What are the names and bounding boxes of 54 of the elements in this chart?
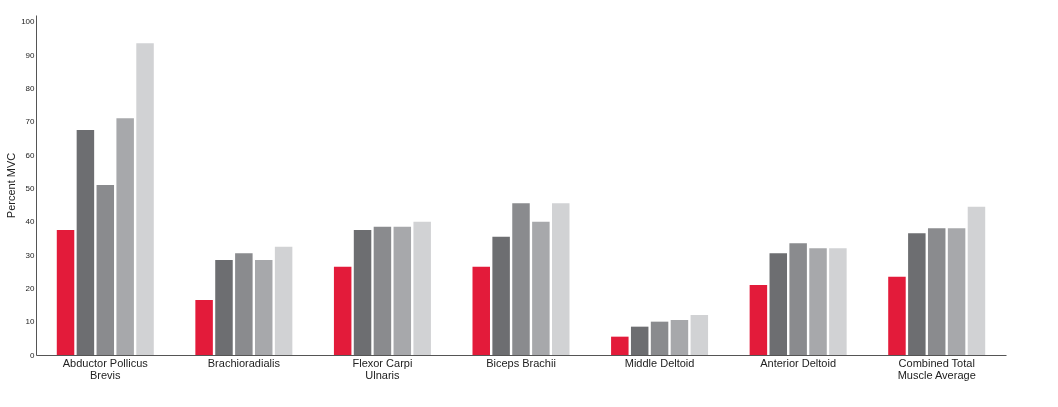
y-tick-label: 60	[25, 150, 36, 160]
y-tick-label: 40	[25, 217, 36, 227]
y-tick-label: 10	[25, 317, 36, 327]
y-tick-label: 20	[25, 283, 36, 293]
bar	[393, 226, 412, 355]
bar	[195, 300, 213, 355]
bar	[413, 221, 431, 355]
y-tick-label: 80	[25, 83, 36, 93]
bar	[333, 266, 352, 355]
bar	[274, 246, 293, 355]
y-tick-label: 100	[21, 17, 36, 27]
bar	[254, 260, 273, 355]
bar	[136, 43, 154, 355]
bar	[96, 185, 115, 355]
bar	[235, 253, 253, 355]
bar	[56, 230, 75, 355]
y-tick-label: 90	[25, 50, 36, 60]
bar	[947, 228, 966, 355]
bar	[552, 203, 570, 355]
y-tick-label: 0	[30, 350, 36, 360]
x-tick-label: Biceps Brachii	[486, 356, 556, 369]
bar	[829, 248, 847, 355]
bar	[630, 326, 649, 355]
bar	[76, 130, 95, 355]
bar	[769, 253, 788, 355]
bar	[512, 203, 530, 355]
bar	[888, 276, 906, 355]
bar	[611, 336, 629, 355]
bar	[353, 230, 372, 355]
x-tick-label: Combined Total Muscle Average	[897, 356, 976, 381]
bar	[116, 118, 134, 355]
bar	[809, 248, 827, 355]
y-axis-title: Percent MVC	[5, 152, 18, 219]
x-tick-label: Middle Deltoid	[624, 356, 695, 369]
bar	[492, 236, 510, 355]
bar	[670, 320, 689, 355]
y-tick-label: 70	[25, 117, 36, 127]
bar	[373, 226, 392, 355]
bar	[927, 228, 946, 355]
y-tick-label: 30	[25, 250, 36, 260]
bar	[789, 243, 807, 355]
bar	[908, 233, 926, 355]
bar	[967, 206, 986, 355]
bar	[472, 266, 490, 355]
x-tick-label: Abductor Pollicus Brevis	[62, 356, 149, 381]
x-tick-label: Flexor Carpi Ulnaris	[352, 356, 413, 381]
bar	[749, 285, 768, 355]
bar	[650, 321, 669, 355]
bar	[690, 315, 709, 355]
x-tick-label: Brachioradialis	[207, 356, 281, 369]
bar	[215, 260, 233, 355]
bar	[532, 221, 550, 355]
y-tick-label: 50	[25, 183, 36, 193]
x-tick-label: Anterior Deltoid	[760, 356, 837, 369]
